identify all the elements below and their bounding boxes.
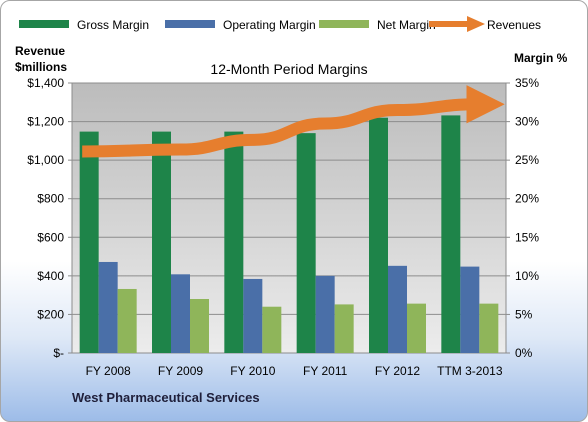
bar-net-margin (407, 303, 426, 353)
plot-area (72, 83, 506, 353)
chart-title: 12-Month Period Margins (210, 61, 367, 77)
legend-label-gross-margin: Gross Margin (77, 18, 149, 32)
x-axis-tick-label: FY 2011 (303, 364, 348, 378)
legend-label-revenues: Revenues (487, 18, 541, 32)
left-axis-tick-label: $600 (37, 230, 64, 244)
legend-swatch-net-margin (319, 20, 369, 28)
left-axis-tick-label: $1,000 (27, 153, 64, 167)
left-axis-tick-label: $800 (37, 192, 64, 206)
left-axis-tick-label: $1,200 (27, 115, 64, 129)
right-axis-tick-label: 15% (515, 230, 539, 244)
x-axis-tick-label: TTM 3-2013 (437, 364, 503, 378)
bar-operating-margin (460, 266, 480, 353)
x-axis-tick-label: FY 2008 (86, 364, 131, 378)
left-axis-title-line2: $millions (15, 60, 67, 74)
bar-operating-margin (98, 261, 118, 353)
left-axis-title-line1: Revenue (15, 44, 65, 58)
bar-gross-margin (296, 133, 316, 353)
left-axis-tick-label: $200 (37, 307, 64, 321)
bar-net-margin (479, 303, 499, 353)
bar-gross-margin (441, 115, 461, 354)
right-axis-tick-label: 20% (515, 192, 539, 206)
right-axis-title: Margin % (514, 51, 568, 65)
bar-operating-margin (171, 274, 190, 353)
right-axis-tick-label: 0% (515, 346, 533, 360)
right-axis-tick-label: 10% (515, 269, 539, 283)
left-axis-tick-label: $400 (37, 269, 64, 283)
bar-net-margin (334, 304, 354, 353)
bar-gross-margin (224, 131, 244, 353)
right-axis-tick-label: 30% (515, 115, 539, 129)
left-axis-tick-label: $1,400 (27, 76, 64, 90)
bar-gross-margin (79, 131, 99, 353)
bar-net-margin (262, 306, 282, 353)
legend-swatch-operating-margin (165, 20, 215, 28)
bar-operating-margin (243, 278, 263, 353)
legend-arrow-icon (467, 16, 485, 32)
x-axis-tick-label: FY 2012 (375, 364, 420, 378)
right-axis-tick-label: 25% (515, 153, 539, 167)
x-axis-tick-label: FY 2010 (230, 364, 275, 378)
bar-gross-margin (369, 117, 388, 353)
left-axis-tick-label: $- (53, 346, 64, 360)
legend-swatch-gross-margin (19, 20, 69, 28)
revenues-line (82, 85, 505, 158)
bar-net-margin (117, 288, 137, 353)
legend-label-operating-margin: Operating Margin (223, 18, 316, 32)
right-axis-tick-label: 35% (515, 76, 539, 90)
legend-label-net-margin: Net Margin (377, 18, 436, 32)
bar-net-margin (190, 299, 209, 353)
bar-operating-margin (315, 275, 335, 353)
bar-operating-margin (388, 265, 407, 353)
company-name: West Pharmaceutical Services (72, 390, 260, 405)
right-axis-tick-label: 5% (515, 307, 533, 321)
bar-gross-margin (152, 131, 171, 353)
x-axis-tick-label: FY 2009 (158, 364, 203, 378)
